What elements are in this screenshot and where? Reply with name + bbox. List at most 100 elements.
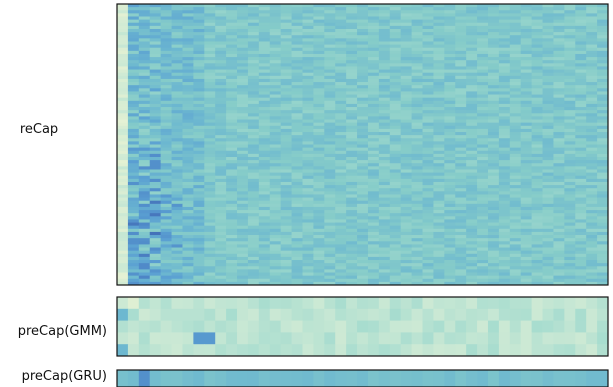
recap-cell	[575, 281, 587, 286]
precap-gru-cell	[324, 370, 336, 387]
recap-cell	[269, 22, 282, 27]
recap-cell	[367, 41, 380, 45]
recap-cell	[247, 72, 260, 77]
recap-cell	[564, 281, 576, 286]
recap-cell	[586, 266, 598, 270]
recap-cell	[237, 263, 249, 267]
recap-cell	[498, 191, 511, 195]
recap-cell	[575, 228, 587, 233]
recap-cell	[455, 244, 467, 248]
recap-cell	[389, 41, 402, 45]
recap-cell	[346, 125, 358, 130]
recap-cell	[400, 85, 412, 89]
recap-cell	[149, 253, 162, 258]
recap-cell	[564, 47, 576, 52]
recap-cell	[564, 100, 576, 105]
recap-cell	[357, 197, 369, 202]
recap-cell	[280, 35, 292, 39]
recap-cell	[324, 172, 336, 177]
recap-cell	[586, 169, 598, 173]
recap-cell	[182, 69, 194, 74]
recap-cell	[215, 247, 227, 252]
recap-cell	[422, 44, 434, 49]
recap-cell	[291, 222, 303, 227]
recap-cell	[400, 235, 412, 239]
recap-cell	[127, 235, 140, 239]
recap-cell	[182, 175, 194, 180]
precap-gmm-cell	[378, 308, 391, 321]
recap-cell	[280, 53, 292, 58]
recap-cell	[302, 103, 314, 108]
recap-cell	[542, 125, 554, 130]
recap-cell	[466, 50, 478, 55]
recap-cell	[269, 75, 282, 80]
recap-cell	[586, 219, 598, 223]
recap-cell	[509, 228, 522, 233]
recap-cell	[117, 32, 129, 36]
recap-cell	[302, 116, 314, 120]
recap-cell	[531, 175, 543, 180]
recap-cell	[520, 156, 533, 161]
recap-cell	[171, 110, 183, 114]
recap-cell	[411, 213, 423, 217]
recap-cell	[531, 272, 543, 277]
recap-cell	[564, 113, 576, 117]
recap-cell	[553, 110, 565, 114]
recap-cell	[400, 107, 412, 111]
recap-cell	[542, 256, 554, 261]
recap-cell	[117, 122, 129, 127]
recap-cell	[367, 28, 380, 33]
recap-cell	[455, 256, 467, 261]
recap-cell	[378, 138, 391, 142]
recap-cell	[302, 122, 314, 127]
recap-cell	[280, 216, 292, 220]
recap-cell	[575, 194, 587, 198]
recap-cell	[597, 94, 609, 99]
recap-cell	[520, 272, 533, 277]
recap-cell	[269, 147, 282, 152]
recap-cell	[455, 175, 467, 180]
recap-cell	[138, 147, 151, 152]
recap-cell	[586, 4, 598, 8]
recap-cell	[564, 110, 576, 114]
recap-cell	[367, 69, 380, 74]
recap-cell	[269, 200, 282, 205]
recap-cell	[378, 19, 391, 24]
recap-cell	[422, 82, 434, 86]
recap-cell	[444, 91, 456, 95]
recap-cell	[597, 253, 609, 258]
recap-cell	[520, 256, 533, 261]
recap-cell	[160, 219, 172, 223]
recap-cell	[226, 247, 238, 252]
recap-cell	[531, 122, 543, 127]
recap-cell	[411, 266, 423, 270]
recap-cell	[575, 163, 587, 167]
recap-cell	[367, 210, 380, 214]
recap-cell	[335, 260, 347, 264]
recap-cell	[204, 88, 216, 92]
recap-cell	[269, 53, 282, 58]
recap-cell	[117, 213, 129, 217]
recap-cell	[509, 153, 522, 158]
recap-cell	[193, 197, 205, 202]
recap-cell	[586, 163, 598, 167]
recap-cell	[509, 150, 522, 155]
recap-cell	[357, 219, 369, 223]
recap-cell	[553, 169, 565, 173]
recap-cell	[193, 210, 205, 214]
recap-cell	[280, 266, 292, 270]
recap-cell	[247, 50, 260, 55]
recap-cell	[520, 253, 533, 258]
recap-cell	[302, 4, 314, 8]
recap-cell	[553, 166, 565, 170]
recap-cell	[182, 275, 194, 280]
recap-cell	[193, 241, 205, 245]
recap-cell	[466, 116, 478, 120]
recap-cell	[171, 100, 183, 105]
recap-cell	[258, 122, 271, 127]
recap-cell	[127, 231, 140, 236]
recap-cell	[117, 216, 129, 220]
recap-cell	[498, 13, 511, 17]
precap-gmm-cell	[477, 344, 489, 357]
recap-cell	[509, 132, 522, 136]
